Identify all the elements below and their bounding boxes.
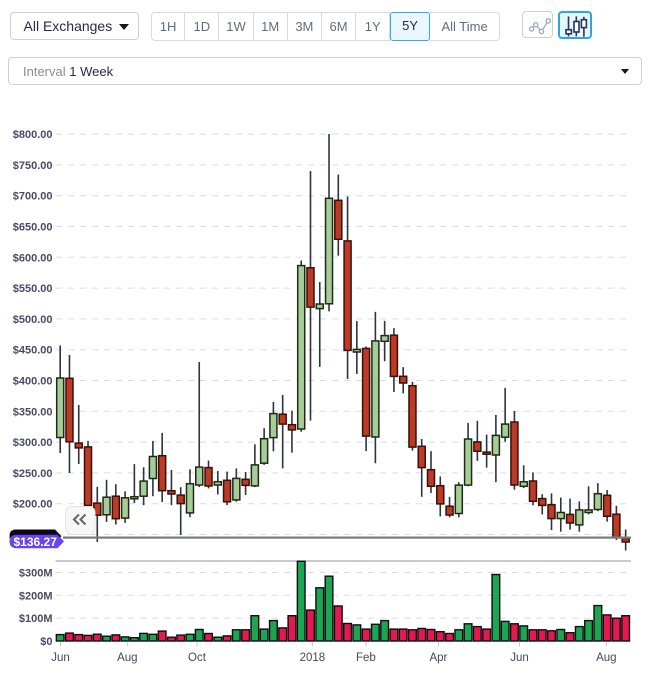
svg-text:Jun: Jun — [510, 652, 529, 664]
svg-text:Oct: Oct — [188, 652, 207, 664]
svg-text:$600.00: $600.00 — [13, 252, 53, 264]
svg-text:$800.00: $800.00 — [13, 129, 53, 141]
svg-text:Aug: Aug — [117, 652, 137, 664]
svg-text:2018: 2018 — [300, 652, 326, 664]
svg-text:$400.00: $400.00 — [13, 376, 53, 388]
svg-text:$700.00: $700.00 — [13, 191, 53, 203]
svg-text:$100M: $100M — [19, 613, 53, 625]
svg-text:$200M: $200M — [19, 590, 53, 602]
svg-text:$650.00: $650.00 — [13, 222, 53, 234]
svg-text:$550.00: $550.00 — [13, 283, 53, 295]
svg-text:$0: $0 — [40, 636, 52, 648]
svg-text:$500.00: $500.00 — [13, 314, 53, 326]
svg-text:$136.27: $136.27 — [14, 535, 58, 549]
svg-text:Jun: Jun — [51, 652, 70, 664]
svg-text:$300M: $300M — [19, 568, 53, 580]
svg-text:$750.00: $750.00 — [13, 160, 53, 172]
svg-text:$350.00: $350.00 — [13, 406, 53, 418]
svg-text:Aug: Aug — [596, 652, 616, 664]
svg-text:$200.00: $200.00 — [13, 499, 53, 511]
svg-text:$250.00: $250.00 — [13, 468, 53, 480]
svg-text:$300.00: $300.00 — [13, 437, 53, 449]
svg-text:$450.00: $450.00 — [13, 345, 53, 357]
svg-text:Apr: Apr — [429, 652, 447, 664]
svg-text:Feb: Feb — [356, 652, 376, 664]
